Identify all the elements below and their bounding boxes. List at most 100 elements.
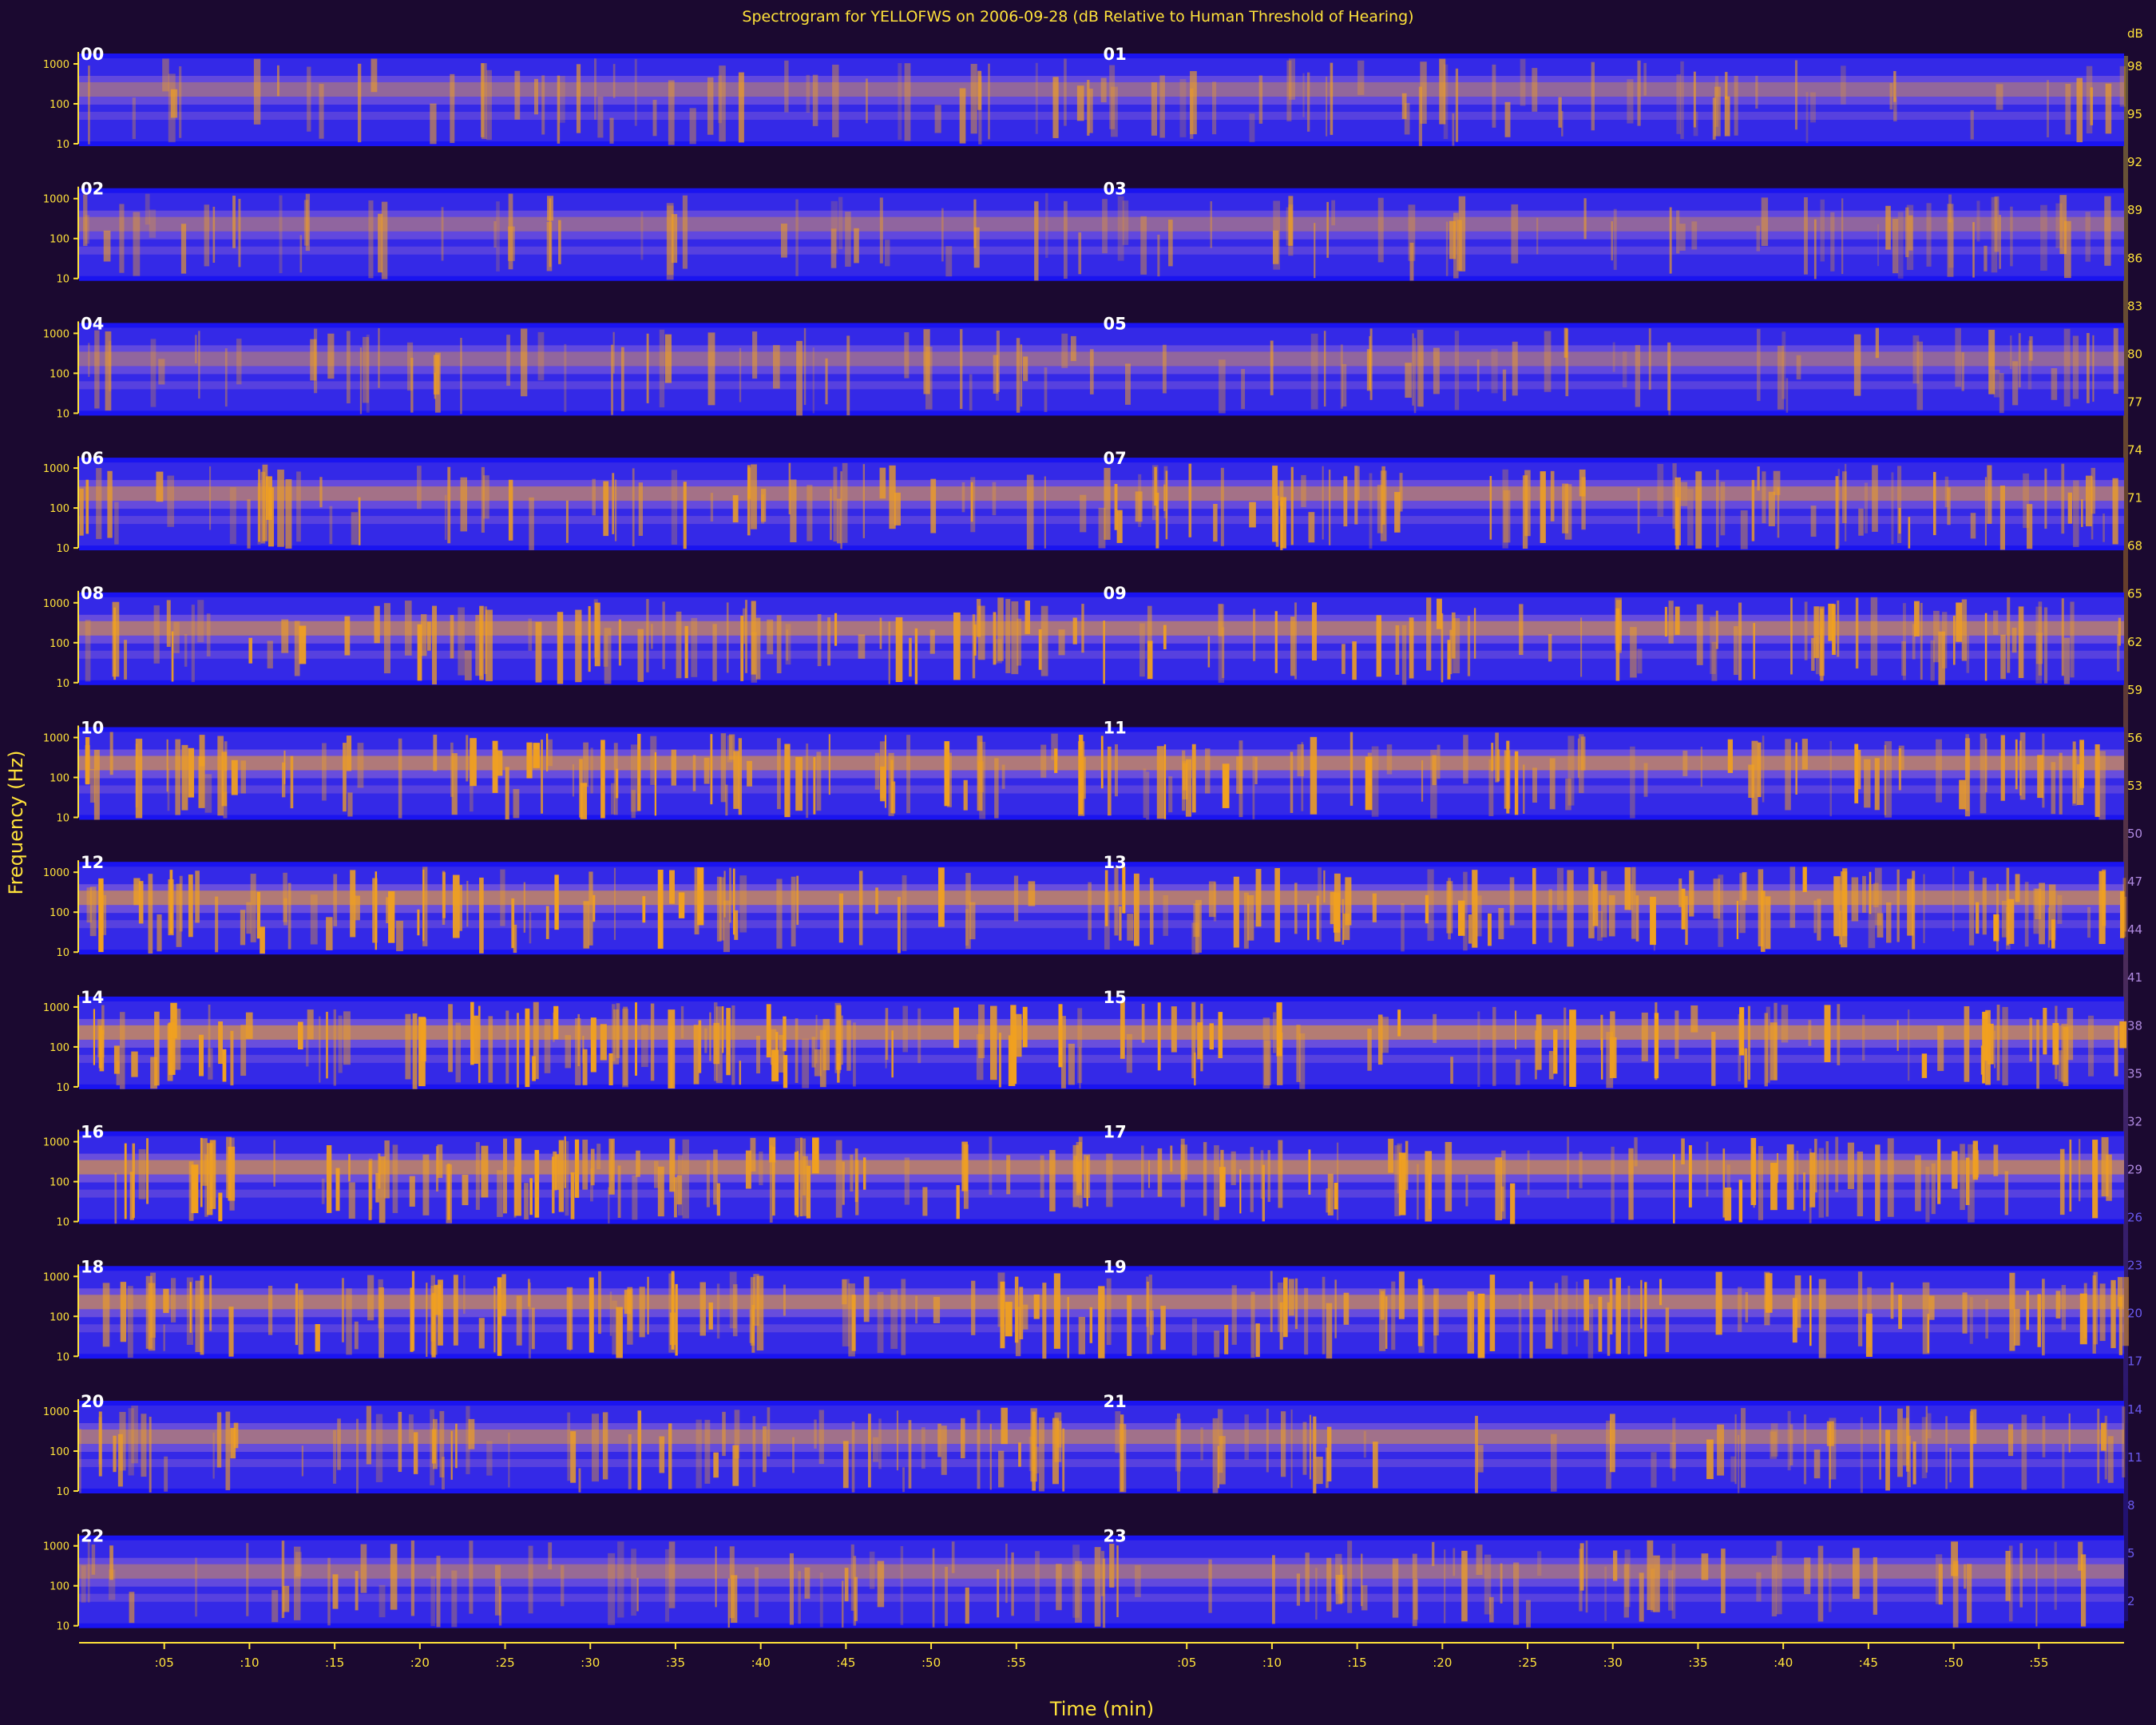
event-streak: [1258, 75, 1263, 124]
event-streak: [1302, 1422, 1307, 1475]
event-streak: [908, 1420, 912, 1489]
event-streak: [1171, 1006, 1177, 1053]
x-axis-label: Time (min): [1049, 1698, 1154, 1720]
event-streak: [333, 1430, 336, 1484]
event-streak: [1948, 219, 1954, 268]
event-streak: [1925, 1166, 1930, 1223]
event-streak: [322, 743, 327, 801]
band-hot: [79, 1160, 2124, 1175]
event-streak: [1000, 1281, 1005, 1349]
event-streak: [792, 1437, 795, 1473]
event-streak: [1151, 82, 1158, 136]
event-streak: [1335, 1553, 1342, 1594]
event-streak: [818, 1410, 824, 1465]
event-streak: [1648, 328, 1651, 391]
y-tick-label: 1000: [43, 1271, 69, 1283]
event-streak: [1147, 605, 1152, 647]
event-streak: [2087, 1015, 2094, 1077]
hour-label: 08: [81, 584, 104, 603]
event-streak: [627, 1289, 633, 1345]
event-streak: [1140, 216, 1147, 275]
event-streak: [2099, 870, 2106, 945]
event-streak: [164, 1456, 168, 1492]
event-streak: [199, 1034, 204, 1077]
event-streak: [559, 76, 565, 123]
event-streak: [1064, 58, 1067, 126]
event-streak: [616, 1307, 623, 1358]
event-streak: [2107, 1436, 2114, 1483]
event-streak: [1561, 1275, 1568, 1354]
event-streak: [646, 599, 649, 672]
event-streak: [1428, 1172, 1431, 1209]
event-streak: [937, 1423, 941, 1457]
event-streak: [200, 1275, 204, 1355]
y-tick-label: 1000: [43, 598, 69, 610]
event-streak: [1371, 746, 1379, 817]
event-streak: [1357, 466, 1360, 501]
event-streak: [755, 1567, 759, 1618]
colorbar-ticks: 9895928986838077747168656259565350474441…: [2127, 59, 2142, 1608]
event-streak: [755, 617, 761, 680]
event-streak: [846, 335, 850, 416]
event-streak: [1727, 739, 1734, 773]
event-streak: [1446, 881, 1453, 934]
event-streak: [1454, 331, 1460, 410]
event-streak: [1094, 1547, 1101, 1627]
event-streak: [1058, 1004, 1063, 1068]
event-streak: [1945, 1416, 1948, 1489]
event-streak: [2114, 1025, 2118, 1077]
event-streak: [2015, 739, 2018, 790]
event-streak: [413, 1432, 418, 1474]
event-streak: [1327, 1173, 1334, 1215]
event-streak: [611, 783, 615, 815]
event-streak: [731, 1575, 738, 1623]
event-streak: [310, 894, 318, 945]
event-streak: [1345, 877, 1352, 926]
event-streak: [877, 1560, 885, 1608]
event-streak: [1587, 1303, 1594, 1358]
event-streak: [1758, 869, 1764, 947]
event-streak: [1873, 1556, 1878, 1615]
event-streak: [506, 335, 510, 387]
event-streak: [281, 1541, 285, 1618]
event-streak: [1309, 1414, 1312, 1480]
event-streak: [1033, 1294, 1040, 1319]
event-streak: [1405, 1140, 1409, 1191]
band-low-stripe: [79, 1593, 2124, 1602]
event-streak: [1488, 759, 1494, 817]
y-tick-label: 1000: [43, 328, 69, 340]
event-streak: [1262, 1017, 1270, 1089]
event-streak: [796, 1151, 799, 1218]
event-streak: [723, 900, 730, 953]
x-tick-label: :05: [1177, 1656, 1196, 1670]
event-streak: [1824, 1005, 1831, 1062]
event-streak: [1367, 752, 1372, 787]
event-streak: [1476, 1545, 1483, 1576]
event-streak: [1606, 1032, 1614, 1089]
event-streak: [486, 69, 492, 141]
event-streak: [799, 1137, 803, 1217]
event-streak: [85, 479, 89, 534]
event-streak: [835, 1140, 842, 1218]
event-streak: [245, 1012, 253, 1039]
event-streak: [1250, 1147, 1254, 1212]
event-streak: [297, 1021, 303, 1050]
event-streak: [1549, 758, 1556, 810]
event-streak: [2010, 335, 2012, 370]
event-streak: [988, 63, 990, 140]
event-streak: [1088, 882, 1092, 940]
hour-label: 22: [81, 1527, 104, 1546]
event-streak: [1955, 327, 1961, 387]
event-streak: [271, 1590, 279, 1623]
event-streak: [1163, 484, 1166, 511]
event-streak: [1972, 222, 1975, 278]
event-streak: [1972, 1150, 1980, 1178]
event-streak: [2036, 1019, 2039, 1089]
event-streak: [953, 612, 961, 680]
event-streak: [1070, 335, 1076, 362]
event-streak: [1762, 736, 1765, 803]
event-streak: [411, 1271, 415, 1351]
hour-label: 03: [1104, 180, 1127, 199]
event-streak: [1706, 1141, 1709, 1197]
